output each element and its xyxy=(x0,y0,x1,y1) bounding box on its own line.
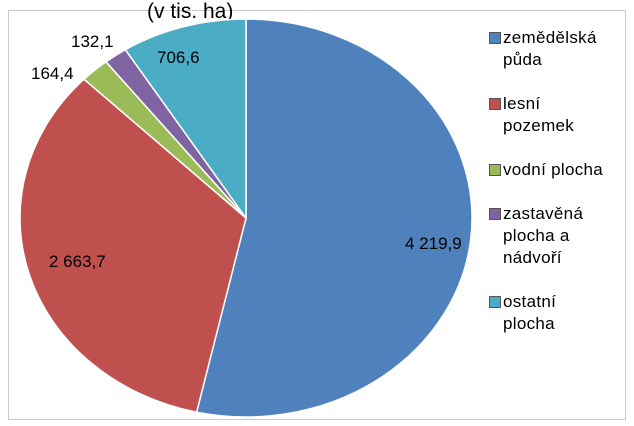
legend-swatch xyxy=(489,98,501,110)
legend-label: ostatní plocha xyxy=(503,292,557,333)
data-label-zemedelska-puda: 4 219,9 xyxy=(405,234,462,253)
legend-label: lesní pozemek xyxy=(503,94,575,135)
legend-label: zastavěná plocha a nádvoří xyxy=(503,204,584,267)
legend-label: vodní plocha xyxy=(503,160,604,179)
legend-item-zastavena-plocha: zastavěná plocha a nádvoří xyxy=(489,203,634,269)
legend-swatch xyxy=(489,296,501,308)
legend-swatch xyxy=(489,208,501,220)
pie-slice-zemedelska-puda xyxy=(195,18,473,418)
pie-chart: 4 219,9 2 663,7 164,4 132,1 706,6 xyxy=(19,18,473,418)
chart-title: (v tis. ha) xyxy=(147,1,234,23)
legend-label: zemědělská půda xyxy=(503,28,597,69)
legend-item-zemedelska-puda: zemědělská půda xyxy=(489,27,634,71)
legend-swatch xyxy=(489,32,501,44)
legend: zemědělská půda lesní pozemek vodní plocha… xyxy=(489,27,634,357)
legend-swatch xyxy=(489,164,501,176)
pie-slice-ostatni-plocha xyxy=(124,18,247,221)
legend-item-ostatni-plocha: ostatní plocha xyxy=(489,291,634,335)
pie-slice-lesni-pozemek xyxy=(19,78,247,414)
data-label-vodni-plocha: 164,4 xyxy=(31,64,74,83)
legend-item-vodni-plocha: vodní plocha xyxy=(489,159,634,181)
data-label-lesni-pozemek: 2 663,7 xyxy=(49,252,106,271)
data-label-ostatni-plocha: 706,6 xyxy=(157,48,200,67)
data-label-zastavena-plocha: 132,1 xyxy=(71,32,114,51)
legend-item-lesni-pozemek: lesní pozemek xyxy=(489,93,634,137)
chart-area: (v tis. ha) 4 219,9 2 663,7 164,4 132,1 706,… xyxy=(8,1,626,420)
